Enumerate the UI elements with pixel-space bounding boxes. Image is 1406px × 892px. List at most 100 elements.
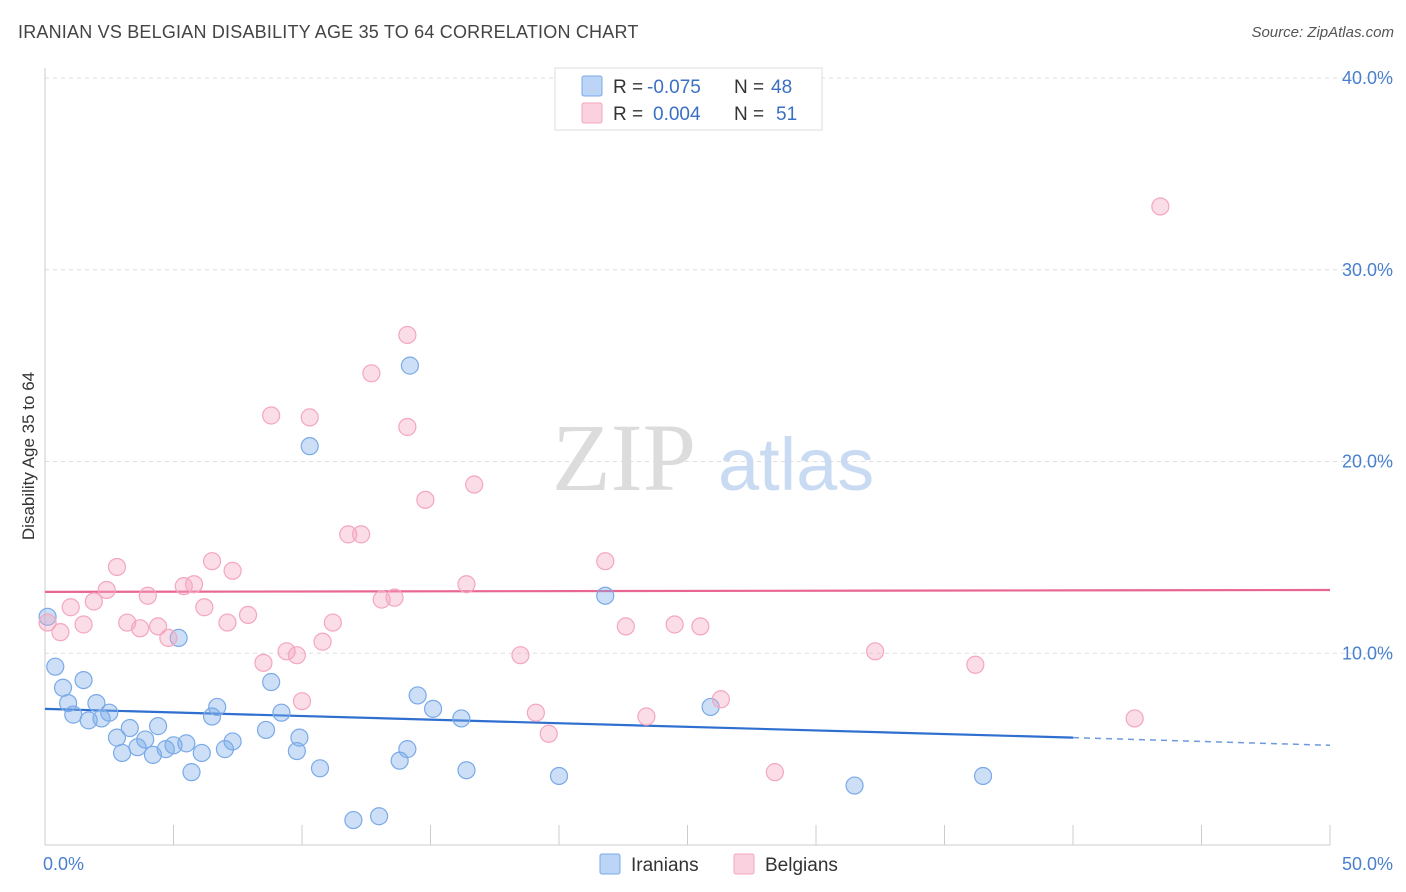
bottom-legend-swatch-iranians	[599, 853, 621, 875]
point-belgians-4	[84, 592, 103, 611]
point-iranians-42	[457, 761, 476, 780]
bottom-legend-swatch-belgians	[733, 853, 755, 875]
point-iranians-26	[223, 732, 242, 751]
point-iranians-30	[287, 741, 306, 761]
trend-line-iranians	[44, 707, 1074, 739]
point-belgians-26	[323, 613, 342, 632]
chart-title: IRANIAN VS BELGIAN DISABILITY AGE 35 TO …	[18, 22, 639, 42]
legend-n-value-iranians: 48	[771, 77, 792, 98]
point-belgians-45	[711, 690, 731, 709]
point-belgians-11	[159, 628, 178, 648]
x-tick-labels: 0.0% 50.0%	[43, 854, 1393, 874]
point-belgians-44	[691, 617, 710, 636]
legend-series: Iranians Belgians	[599, 853, 838, 876]
point-iranians-27	[256, 720, 276, 740]
legend-stats: R = -0.075 N = 48 R = 0.004 N = 51	[554, 67, 823, 131]
point-iranians-28	[262, 672, 281, 692]
chart-source: Source: ZipAtlas.com	[1251, 24, 1394, 41]
point-belgians-13	[184, 575, 204, 594]
axes	[44, 68, 1331, 846]
point-iranians-23	[202, 707, 222, 726]
point-iranians-0	[38, 607, 57, 626]
legend-swatch-belgians	[581, 102, 603, 124]
legend-r-label-belgians: R =	[613, 104, 643, 125]
trend-line-extension-iranians	[1072, 736, 1331, 747]
point-iranians-9	[100, 703, 119, 722]
point-iranians-19	[169, 628, 188, 648]
point-iranians-20	[177, 734, 196, 753]
point-belgians-50	[1151, 197, 1170, 216]
point-iranians-35	[370, 807, 389, 826]
point-iranians-22	[192, 743, 211, 763]
point-iranians-4	[64, 705, 83, 724]
point-belgians-16	[218, 613, 237, 632]
point-iranians-13	[128, 738, 147, 757]
point-belgians-18	[238, 605, 258, 625]
trend-line-belgians	[44, 588, 1331, 593]
point-belgians-17	[223, 561, 242, 580]
point-belgians-33	[398, 417, 417, 437]
point-iranians-41	[452, 709, 471, 728]
legend-r-label-iranians: R =	[613, 77, 643, 98]
point-belgians-49	[1125, 709, 1144, 728]
point-iranians-21	[182, 763, 201, 782]
data-points	[38, 197, 1170, 830]
point-belgians-15	[202, 552, 222, 571]
point-belgians-40	[596, 552, 615, 571]
point-iranians-39	[408, 686, 427, 705]
point-belgians-43	[665, 615, 684, 634]
trend-lines	[44, 588, 1331, 747]
point-belgians-48	[966, 655, 985, 674]
y-tick-label-20: 20.0%	[1342, 452, 1393, 472]
point-belgians-31	[385, 588, 404, 607]
point-belgians-25	[313, 632, 332, 651]
watermark-zip: ZIP	[552, 404, 696, 511]
point-iranians-3	[59, 694, 78, 713]
point-belgians-6	[107, 557, 127, 577]
point-iranians-34	[344, 810, 363, 830]
point-belgians-8	[130, 619, 150, 638]
point-iranians-47	[973, 766, 993, 786]
point-iranians-38	[400, 356, 420, 375]
x-tick-label-max: 50.0%	[1342, 854, 1393, 874]
y-axis-label: Disability Age 35 to 64	[19, 372, 38, 540]
bottom-legend-label-iranians: Iranians	[631, 855, 699, 876]
point-belgians-32	[398, 325, 417, 345]
legend-n-label-iranians: N =	[734, 77, 764, 98]
point-belgians-46	[765, 763, 784, 782]
point-iranians-43	[549, 766, 569, 786]
point-iranians-12	[120, 718, 139, 738]
point-belgians-21	[277, 642, 296, 661]
x-tick-label-min: 0.0%	[43, 854, 84, 874]
point-iranians-46	[845, 776, 864, 795]
y-tick-labels: 10.0% 20.0% 30.0% 40.0%	[1342, 68, 1393, 663]
point-iranians-31	[290, 728, 309, 747]
point-belgians-34	[416, 490, 435, 509]
legend-n-value-belgians: 51	[776, 104, 797, 125]
point-belgians-38	[526, 703, 545, 722]
legend-r-value-iranians: -0.075	[647, 77, 701, 98]
legend-n-label-belgians: N =	[734, 104, 764, 125]
point-belgians-20	[262, 406, 281, 425]
point-belgians-22	[287, 646, 306, 665]
bottom-legend-label-belgians: Belgians	[765, 855, 838, 876]
point-iranians-33	[310, 759, 330, 778]
point-iranians-11	[112, 743, 132, 763]
point-belgians-10	[148, 617, 168, 636]
point-belgians-5	[97, 580, 116, 600]
point-iranians-40	[423, 699, 443, 718]
point-belgians-1	[51, 623, 70, 642]
watermark: ZIP atlas	[552, 404, 874, 511]
point-iranians-45	[701, 697, 720, 717]
point-belgians-39	[539, 724, 558, 743]
point-belgians-23	[292, 692, 312, 711]
legend-swatch-iranians	[581, 75, 603, 97]
point-belgians-28	[352, 525, 371, 544]
point-belgians-3	[74, 615, 93, 634]
point-belgians-29	[362, 364, 381, 383]
point-iranians-2	[53, 678, 73, 697]
point-belgians-24	[300, 408, 319, 427]
watermark-atlas: atlas	[718, 423, 874, 506]
point-belgians-2	[61, 598, 80, 617]
